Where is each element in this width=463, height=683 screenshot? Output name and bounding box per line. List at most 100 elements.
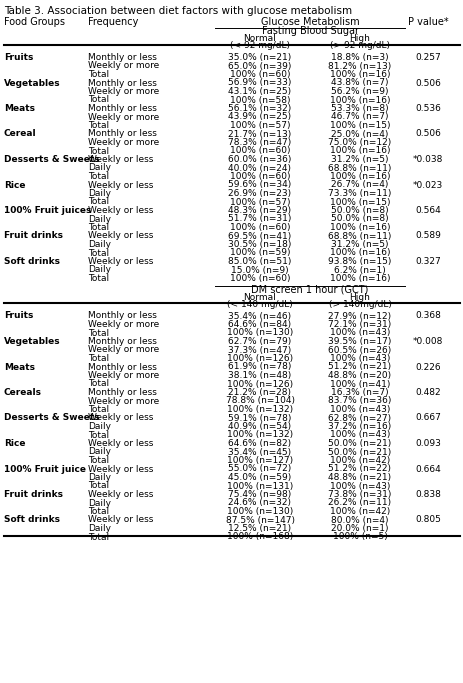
Text: Total: Total bbox=[88, 172, 109, 181]
Text: Weekly or less: Weekly or less bbox=[88, 180, 153, 189]
Text: Total: Total bbox=[88, 274, 109, 283]
Text: 65.0% (n=39): 65.0% (n=39) bbox=[228, 61, 291, 70]
Text: 56.2% (n=9): 56.2% (n=9) bbox=[331, 87, 388, 96]
Text: 75.0% (n=12): 75.0% (n=12) bbox=[328, 138, 391, 147]
Text: Total: Total bbox=[88, 456, 109, 465]
Text: 100% (n=168): 100% (n=168) bbox=[226, 533, 293, 542]
Text: 51.7% (n=31): 51.7% (n=31) bbox=[228, 214, 291, 223]
Text: (< 140 mg/dL): (< 140 mg/dL) bbox=[226, 300, 292, 309]
Text: Soft drinks: Soft drinks bbox=[4, 516, 60, 525]
Text: Weekly or less: Weekly or less bbox=[88, 413, 153, 423]
Text: 100% (n=130): 100% (n=130) bbox=[226, 507, 293, 516]
Text: Monthly or less: Monthly or less bbox=[88, 130, 156, 139]
Text: Monthly or less: Monthly or less bbox=[88, 363, 156, 372]
Text: 78.8% (n=104): 78.8% (n=104) bbox=[225, 397, 294, 406]
Text: 15.0% (n=9): 15.0% (n=9) bbox=[231, 266, 288, 275]
Text: 100% (n=16): 100% (n=16) bbox=[329, 172, 389, 181]
Text: Total: Total bbox=[88, 70, 109, 79]
Text: 60.0% (n=36): 60.0% (n=36) bbox=[228, 155, 291, 164]
Text: 48.3% (n=29): 48.3% (n=29) bbox=[228, 206, 291, 215]
Text: 0.327: 0.327 bbox=[414, 257, 440, 266]
Text: 0.664: 0.664 bbox=[414, 464, 440, 473]
Text: 35.4% (n=45): 35.4% (n=45) bbox=[228, 447, 291, 456]
Text: 12.5% (n=21): 12.5% (n=21) bbox=[228, 524, 291, 533]
Text: 68.8% (n=11): 68.8% (n=11) bbox=[328, 232, 391, 240]
Text: Rice: Rice bbox=[4, 180, 25, 189]
Text: 100% (n=58): 100% (n=58) bbox=[229, 96, 290, 104]
Text: Total: Total bbox=[88, 533, 109, 542]
Text: 83.7% (n=36): 83.7% (n=36) bbox=[328, 397, 391, 406]
Text: Total: Total bbox=[88, 482, 109, 490]
Text: 59.1% (n=78): 59.1% (n=78) bbox=[228, 413, 291, 423]
Text: 100% (n=42): 100% (n=42) bbox=[329, 507, 389, 516]
Text: 100% (n=16): 100% (n=16) bbox=[329, 70, 389, 79]
Text: 48.8% (n=20): 48.8% (n=20) bbox=[328, 371, 391, 380]
Text: 100% (n=59): 100% (n=59) bbox=[229, 249, 290, 257]
Text: 81.2% (n=13): 81.2% (n=13) bbox=[328, 61, 391, 70]
Text: 0.257: 0.257 bbox=[414, 53, 440, 62]
Text: Daily: Daily bbox=[88, 473, 111, 482]
Text: Normal: Normal bbox=[243, 292, 276, 301]
Text: 25.0% (n=4): 25.0% (n=4) bbox=[331, 130, 388, 139]
Text: 100% (n=131): 100% (n=131) bbox=[226, 482, 293, 490]
Text: High: High bbox=[349, 292, 369, 301]
Text: 64.6% (n=84): 64.6% (n=84) bbox=[228, 320, 291, 329]
Text: 100% (n=16): 100% (n=16) bbox=[329, 249, 389, 257]
Text: Weekly or more: Weekly or more bbox=[88, 371, 159, 380]
Text: Fruits: Fruits bbox=[4, 311, 33, 320]
Text: Table 3. Association between diet factors with glucose metabolism: Table 3. Association between diet factor… bbox=[4, 6, 351, 16]
Text: 64.6% (n=82): 64.6% (n=82) bbox=[228, 439, 291, 448]
Text: Frequency: Frequency bbox=[88, 17, 138, 27]
Text: 100% (n=57): 100% (n=57) bbox=[229, 197, 290, 206]
Text: 0.838: 0.838 bbox=[414, 490, 440, 499]
Text: Total: Total bbox=[88, 146, 109, 156]
Text: 30.5% (n=18): 30.5% (n=18) bbox=[228, 240, 291, 249]
Text: 16.3% (n=7): 16.3% (n=7) bbox=[331, 388, 388, 397]
Text: High: High bbox=[349, 34, 369, 43]
Text: Weekly or more: Weekly or more bbox=[88, 320, 159, 329]
Text: Daily: Daily bbox=[88, 499, 111, 507]
Text: 100% (n=130): 100% (n=130) bbox=[226, 329, 293, 337]
Text: Weekly or less: Weekly or less bbox=[88, 232, 153, 240]
Text: Vegetables: Vegetables bbox=[4, 337, 61, 346]
Text: 18.8% (n=3): 18.8% (n=3) bbox=[331, 53, 388, 62]
Text: Weekly or more: Weekly or more bbox=[88, 138, 159, 147]
Text: 100% (n=43): 100% (n=43) bbox=[329, 354, 389, 363]
Text: 20.0% (n=1): 20.0% (n=1) bbox=[331, 524, 388, 533]
Text: Weekly or less: Weekly or less bbox=[88, 257, 153, 266]
Text: Daily: Daily bbox=[88, 447, 111, 456]
Text: P value*: P value* bbox=[407, 17, 447, 27]
Text: Daily: Daily bbox=[88, 214, 111, 223]
Text: 50.0% (n=8): 50.0% (n=8) bbox=[331, 214, 388, 223]
Text: 73.8% (n=31): 73.8% (n=31) bbox=[328, 490, 391, 499]
Text: Total: Total bbox=[88, 249, 109, 257]
Text: Total: Total bbox=[88, 354, 109, 363]
Text: *0.023: *0.023 bbox=[412, 180, 442, 189]
Text: Monthly or less: Monthly or less bbox=[88, 104, 156, 113]
Text: 100% (n=16): 100% (n=16) bbox=[329, 223, 389, 232]
Text: Normal: Normal bbox=[243, 34, 276, 43]
Text: Fruit drinks: Fruit drinks bbox=[4, 232, 63, 240]
Text: 100% (n=16): 100% (n=16) bbox=[329, 146, 389, 156]
Text: (> 140mg/dL): (> 140mg/dL) bbox=[328, 300, 391, 309]
Text: 53.3% (n=8): 53.3% (n=8) bbox=[331, 104, 388, 113]
Text: 0.506: 0.506 bbox=[414, 79, 440, 87]
Text: 43.8% (n=7): 43.8% (n=7) bbox=[331, 79, 388, 87]
Text: 0.589: 0.589 bbox=[414, 232, 440, 240]
Text: 37.3% (n=47): 37.3% (n=47) bbox=[228, 346, 291, 354]
Text: 0.506: 0.506 bbox=[414, 130, 440, 139]
Text: 100% (n=132): 100% (n=132) bbox=[226, 430, 293, 439]
Text: Daily: Daily bbox=[88, 266, 111, 275]
Text: 50.0% (n=21): 50.0% (n=21) bbox=[328, 447, 391, 456]
Text: Daily: Daily bbox=[88, 422, 111, 431]
Text: Desserts & Sweets: Desserts & Sweets bbox=[4, 155, 100, 164]
Text: 35.0% (n=21): 35.0% (n=21) bbox=[228, 53, 291, 62]
Text: 21.2% (n=28): 21.2% (n=28) bbox=[228, 388, 291, 397]
Text: Weekly or more: Weekly or more bbox=[88, 113, 159, 122]
Text: Monthly or less: Monthly or less bbox=[88, 79, 156, 87]
Text: 0.482: 0.482 bbox=[414, 388, 440, 397]
Text: 100% (n=60): 100% (n=60) bbox=[229, 223, 290, 232]
Text: 61.9% (n=78): 61.9% (n=78) bbox=[228, 363, 291, 372]
Text: Monthly or less: Monthly or less bbox=[88, 53, 156, 62]
Text: 69.5% (n=41): 69.5% (n=41) bbox=[228, 232, 291, 240]
